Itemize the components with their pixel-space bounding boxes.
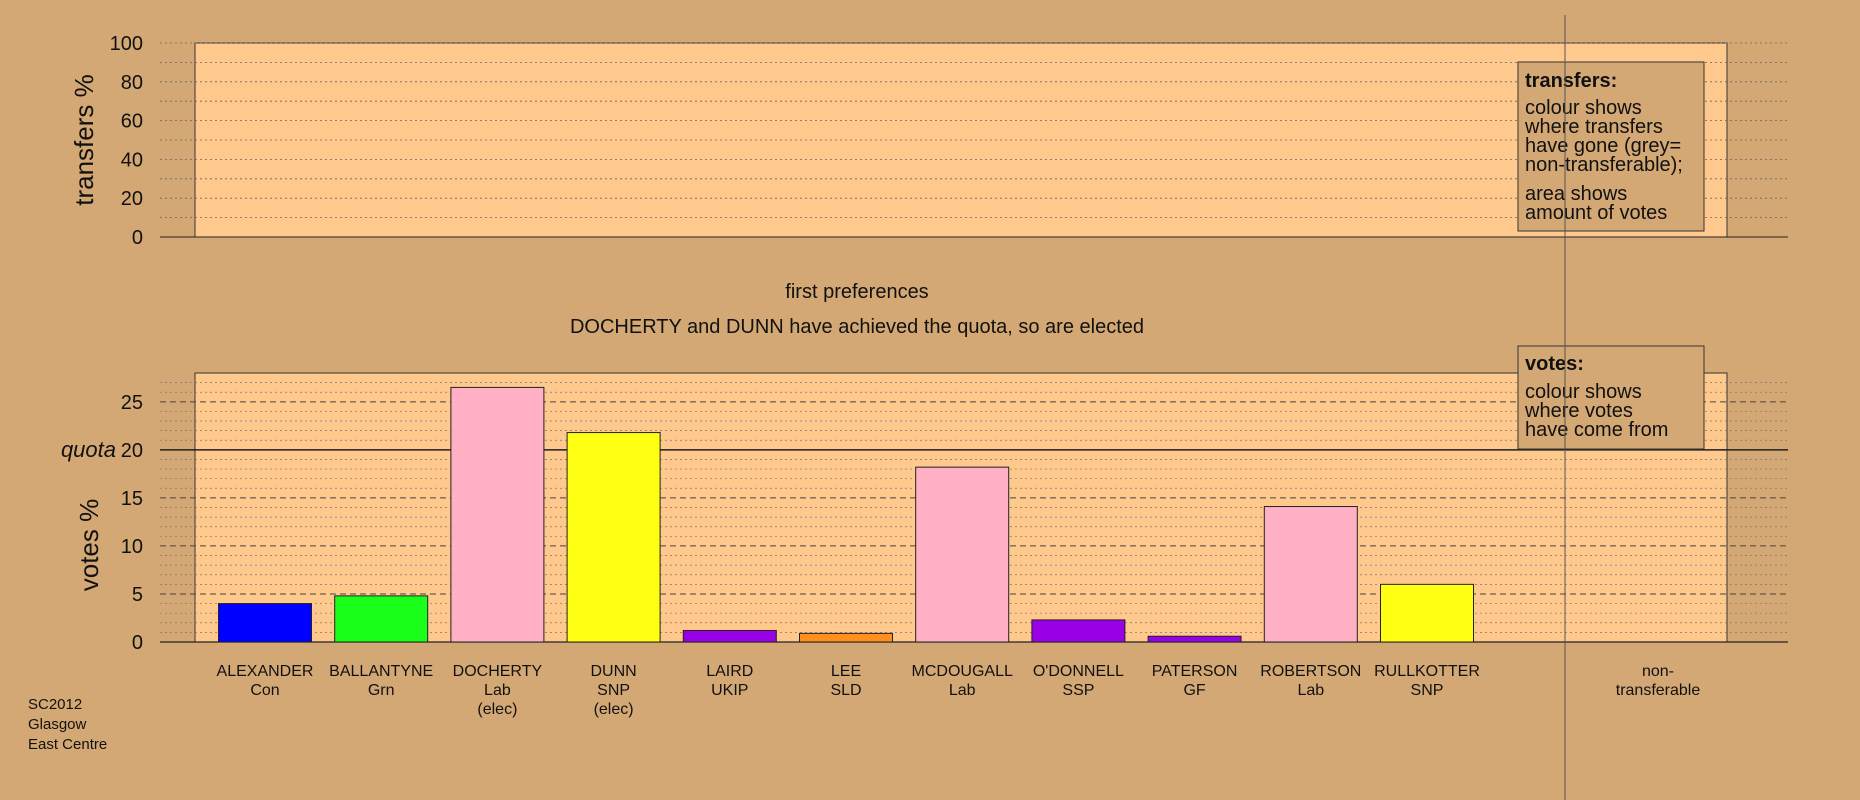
candidate-party: UKIP <box>711 682 748 699</box>
nontransferable-label: transferable <box>1616 682 1701 699</box>
candidate-party: Lab <box>949 682 976 699</box>
votes-legend-text: have come from <box>1525 419 1668 441</box>
bottom-tick-label: 5 <box>132 584 143 606</box>
candidate-party: SLD <box>830 682 861 699</box>
bar-lee <box>799 632 893 643</box>
bar-alexander <box>218 603 312 643</box>
transfers-legend-text: colour shows <box>1525 97 1642 119</box>
candidate-name: O'DONNELL <box>1033 663 1124 680</box>
top-tick-label: 0 <box>132 227 143 249</box>
bar-mcdougall <box>915 466 1010 643</box>
candidate-name: RULLKOTTER <box>1374 663 1480 680</box>
candidate-name: LEE <box>831 663 861 680</box>
candidate-party: Grn <box>368 682 395 699</box>
bottom-tick-label: 10 <box>121 536 143 558</box>
votes-legend-title: votes: <box>1525 353 1584 375</box>
bottom-tick-label: 0 <box>132 632 143 654</box>
bottom-tick-label: 20 <box>121 440 143 462</box>
bar-robertson <box>1263 506 1358 643</box>
bar-ballantyne <box>334 595 429 643</box>
bar-rullkotter <box>1380 583 1474 643</box>
candidate-name: DOCHERTY <box>453 663 543 680</box>
transfers-legend-text: area shows <box>1525 183 1627 205</box>
bar-laird <box>682 629 777 643</box>
top-y-axis-label: transfers % <box>69 74 99 206</box>
transfers-legend-box <box>1517 61 1705 232</box>
candidate-name: LAIRD <box>706 663 753 680</box>
candidate-name: PATERSON <box>1152 663 1238 680</box>
candidate-name: ROBERTSON <box>1260 663 1361 680</box>
transfers-legend-text: amount of votes <box>1525 202 1667 224</box>
nontransferable-label: non- <box>1642 663 1674 680</box>
votes-legend-text: where votes <box>1524 400 1633 422</box>
top-tick-label: 20 <box>121 188 143 210</box>
top-tick-label: 40 <box>121 149 143 171</box>
votes-legend-text: colour shows <box>1525 381 1642 403</box>
top-tick-label: 60 <box>121 111 143 133</box>
bottom-y-axis-label: votes % <box>74 499 104 592</box>
bar-odonnell <box>1031 619 1126 643</box>
candidate-party: Con <box>250 682 279 699</box>
footer-line: Glasgow <box>28 716 87 733</box>
top-tick-label: 80 <box>121 72 143 94</box>
candidate-party: SNP <box>597 682 630 699</box>
candidate-elected: (elec) <box>594 701 634 718</box>
footer-line: SC2012 <box>28 696 82 713</box>
candidate-party: Lab <box>484 682 511 699</box>
candidate-name: ALEXANDER <box>217 663 314 680</box>
stage-heading: first preferences <box>785 281 928 303</box>
candidate-party: SNP <box>1411 682 1444 699</box>
top-tick-label: 100 <box>110 33 143 55</box>
candidate-party: Lab <box>1297 682 1324 699</box>
transfers-legend-title: transfers: <box>1525 70 1617 92</box>
candidate-name: DUNN <box>590 663 636 680</box>
footer-line: East Centre <box>28 736 107 753</box>
quota-label: quota <box>61 437 116 462</box>
bottom-tick-label: 25 <box>121 392 143 414</box>
bar-paterson <box>1147 635 1242 643</box>
votes-legend-box <box>1517 345 1705 450</box>
status-heading: DOCHERTY and DUNN have achieved the quot… <box>570 316 1144 338</box>
candidate-party: SSP <box>1062 682 1094 699</box>
bar-dunn <box>566 432 661 643</box>
bottom-tick-label: 15 <box>121 488 143 510</box>
transfers-legend-text: where transfers <box>1524 116 1663 138</box>
candidate-name: BALLANTYNE <box>329 663 433 680</box>
transfers-legend-text: have gone (grey= <box>1525 135 1681 157</box>
transfers-legend-text: non-transferable); <box>1525 154 1683 176</box>
candidate-elected: (elec) <box>477 701 517 718</box>
bar-docherty <box>450 386 545 643</box>
candidate-name: MCDOUGALL <box>912 663 1013 680</box>
candidate-party: GF <box>1183 682 1205 699</box>
